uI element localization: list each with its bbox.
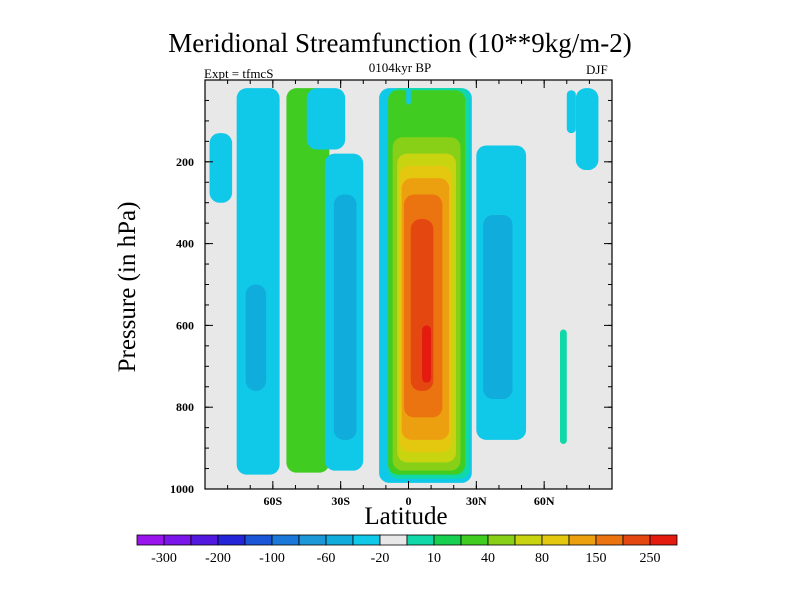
colorbar-box-14 (514, 534, 543, 546)
axis-ticks: 60S 30S 0 30N 60N 200 400 600 800 1000 (170, 80, 612, 508)
colorbar-box-17 (595, 534, 624, 546)
colorbar-box-13 (487, 534, 516, 546)
colorbar-box-16 (568, 534, 597, 546)
colorbar-label: -100 (259, 551, 285, 566)
contour-region-18 (483, 214, 513, 400)
contour-region-4 (333, 194, 357, 440)
colorbar-label: -20 (371, 551, 390, 566)
colorbar-box-12 (460, 534, 489, 546)
contour-regions (209, 88, 599, 483)
colorbar-box-10 (406, 534, 435, 546)
x-tick-label: 60S (263, 494, 282, 508)
contour-region-6 (209, 133, 233, 203)
x-tick-label: 60N (534, 494, 555, 508)
contour-region-16 (422, 325, 432, 383)
y-tick-label: 1000 (170, 482, 194, 496)
colorbar-label: -300 (151, 551, 177, 566)
x-axis-label: Latitude (364, 503, 448, 530)
colorbar-box-0 (136, 534, 165, 546)
x-tick-label: 30S (331, 494, 350, 508)
colorbar-box-11 (433, 534, 462, 546)
colorbar-box-3 (217, 534, 246, 546)
contour-region-5 (306, 88, 346, 150)
colorbar-label: -60 (317, 551, 336, 566)
colorbar-box-8 (352, 534, 381, 546)
y-tick-label: 200 (176, 155, 194, 169)
colorbar-box-7 (325, 534, 354, 546)
experiment-label: Expt = tfmcS (204, 66, 274, 81)
y-tick-label: 400 (176, 237, 194, 251)
colorbar-box-1 (163, 534, 192, 546)
colorbar-box-6 (298, 534, 327, 546)
colorbar-label: -200 (205, 551, 231, 566)
x-tick-label: 0 (406, 494, 412, 508)
y-tick-label: 600 (176, 318, 194, 332)
contour-region-20 (566, 90, 576, 134)
x-tick-label: 30N (466, 494, 487, 508)
colorbar-label: 40 (481, 551, 495, 566)
contour-region-19 (575, 88, 599, 170)
y-tick-label: 800 (176, 400, 194, 414)
season-label: DJF (586, 62, 608, 77)
colorbar-box-19 (649, 534, 678, 546)
colorbar-label: 10 (427, 551, 441, 566)
chart-title: Meridional Streamfunction (10**9kg/m-2) (168, 28, 632, 58)
colorbar-box-18 (622, 534, 651, 546)
chart-subtitle: 0104kyr BP (368, 60, 432, 75)
colorbar-labels: -300 -200 -100 -60 -20 10 40 80 150 250 (151, 551, 660, 566)
colorbar-label: 80 (535, 551, 549, 566)
contour-region-21 (559, 329, 567, 445)
colorbar-label: 150 (586, 551, 607, 566)
contour-region-1 (245, 284, 267, 391)
colorbar-box-2 (190, 534, 219, 546)
contour-region-2 (286, 88, 330, 473)
colorbar-label: 250 (640, 551, 661, 566)
colorbar-box-5 (271, 534, 300, 546)
contour-region-22 (406, 88, 411, 105)
colorbar-box-9 (379, 534, 408, 546)
colorbar-boxes (136, 534, 678, 546)
colorbar-box-4 (244, 534, 273, 546)
colorbar-box-15 (541, 534, 570, 546)
